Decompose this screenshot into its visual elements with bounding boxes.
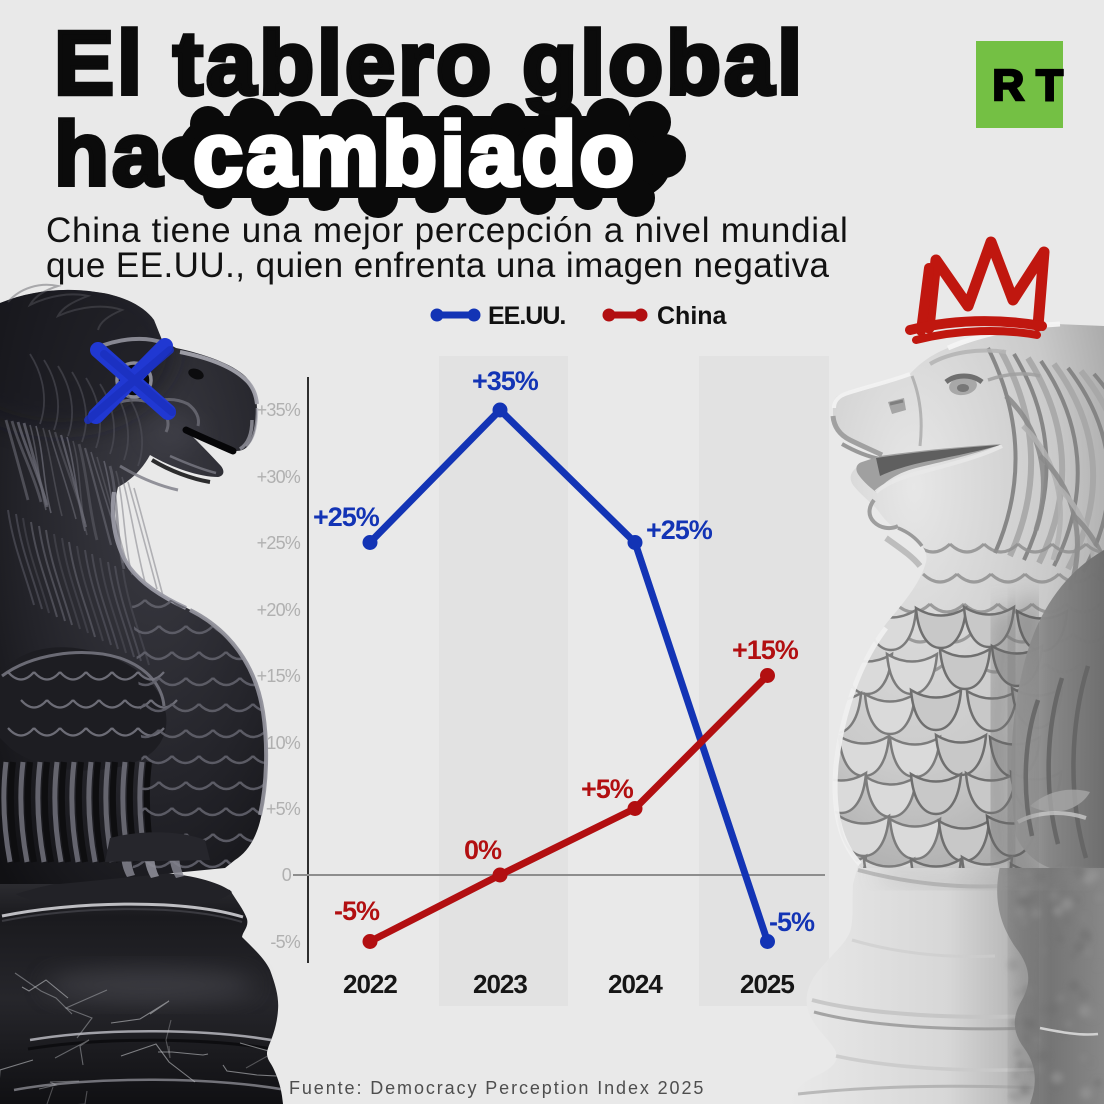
svg-text:0: 0 — [282, 865, 292, 885]
svg-text:+20%: +20% — [257, 600, 301, 620]
svg-text:+5%: +5% — [266, 799, 301, 819]
svg-text:+35%: +35% — [257, 400, 301, 420]
svg-text:+25%: +25% — [257, 533, 301, 553]
svg-text:-5%: -5% — [270, 932, 300, 952]
svg-text:+30%: +30% — [257, 467, 301, 487]
svg-text:+15%: +15% — [257, 666, 301, 686]
